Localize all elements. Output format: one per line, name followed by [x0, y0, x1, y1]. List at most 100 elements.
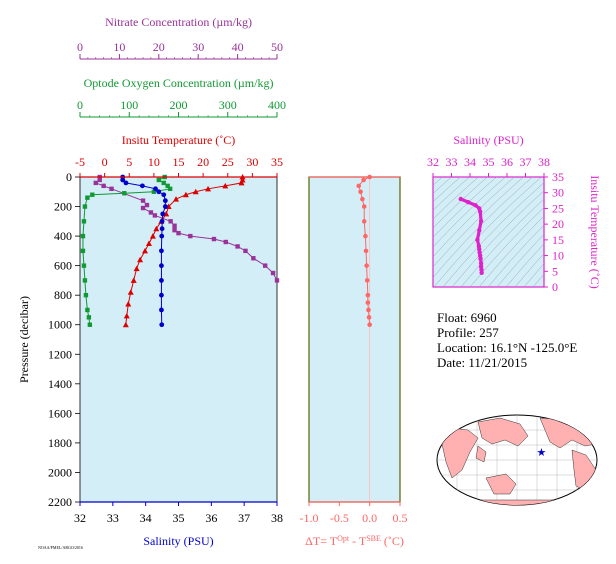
dt-point [358, 189, 363, 195]
temperature-point [145, 240, 152, 246]
ts-temperature-tick-label: 10 [552, 249, 564, 263]
temperature-point [122, 321, 129, 328]
pressure-tick-label: 2000 [48, 465, 72, 479]
dt-point [366, 307, 371, 313]
pressure-tick-label: 400 [54, 229, 72, 243]
nitrate-point [223, 239, 228, 245]
dt-point [367, 322, 372, 328]
nitrate-point [144, 202, 150, 208]
pressure-tick-label: 600 [54, 259, 72, 273]
ts-title: Salinity (PSU) [453, 133, 523, 147]
ts-contour-line [451, 190, 544, 287]
ts-contour-line [541, 284, 544, 287]
salinity-axis-label: Salinity (PSU) [143, 534, 213, 548]
ts-temperature-tick-label: 35 [552, 170, 564, 184]
ts-contour-line [460, 198, 544, 287]
oxygen-point [90, 192, 95, 197]
ts-point [465, 199, 471, 205]
dt-point [365, 300, 371, 305]
temperature-point [142, 247, 149, 254]
temperature-point [149, 233, 156, 239]
profile-plot-area [79, 176, 278, 503]
nitrate-point [97, 177, 102, 183]
oxygen-tick-label: 300 [219, 98, 237, 112]
oxygen-point [83, 292, 89, 298]
ts-point [473, 203, 478, 208]
salinity-point [162, 198, 168, 204]
dt-point [367, 174, 372, 180]
temperature-point [173, 196, 180, 202]
ts-temperature-tick-label: 15 [552, 233, 564, 247]
pressure-tick-label: 1600 [48, 406, 72, 420]
location-label: Location: 16.1°N -125.0°E [437, 340, 577, 355]
profile-axes: 0200400600800100012001400160018002000220… [17, 15, 286, 548]
ts-point [479, 270, 484, 276]
nitrate-tick-label: 10 [113, 40, 125, 54]
salinity-tick-label: 34 [140, 511, 152, 525]
temperature-line [125, 177, 244, 325]
salinity-point [159, 322, 165, 328]
ts-salinity-tick-label: 34 [464, 155, 476, 169]
salinity-point [161, 192, 167, 198]
ts-temperature-tick-label: 0 [552, 280, 558, 294]
ts-contour-line [487, 224, 544, 287]
oxygen-tick-label: 400 [268, 98, 286, 112]
ts-contour-line [433, 177, 542, 287]
nitrate-point [176, 230, 181, 236]
salinity-point [159, 278, 164, 283]
oxygen-point [80, 233, 86, 239]
salinity-point [159, 226, 165, 232]
float-id-label: Float: 6960 [437, 310, 497, 325]
dt-point [364, 278, 370, 283]
temperature-tick-label: 35 [271, 155, 283, 169]
dt-axis-label: ΔT= TOpt - TSBE (˚C) [305, 534, 404, 549]
temperature-tick-label: 15 [173, 155, 185, 169]
date-label: Date: 11/21/2015 [437, 355, 527, 370]
oxygen-tick-label: 200 [170, 98, 188, 112]
nitrate-point [262, 263, 268, 268]
salinity-tick-label: 35 [173, 511, 185, 525]
nitrate-point [172, 223, 177, 228]
nitrate-tick-label: 50 [271, 40, 283, 54]
salinity-tick-label: 33 [107, 511, 119, 525]
ts-point [478, 261, 484, 266]
oxygen-point [151, 189, 157, 194]
nitrate-point [270, 270, 276, 276]
nitrate-point [140, 198, 146, 203]
dt-point [361, 219, 367, 224]
dt-tick-label: -0.5 [330, 511, 349, 525]
temperature-point [222, 182, 229, 189]
pressure-tick-label: 0 [66, 170, 72, 184]
temperature-tick-label: 20 [197, 155, 209, 169]
oxygen-point [82, 278, 88, 283]
ts-point [478, 256, 483, 261]
temperature-point [205, 185, 212, 192]
temperature-point [133, 265, 140, 272]
ts-contour-line [478, 215, 544, 287]
dt-point [363, 248, 369, 254]
nitrate-point [148, 210, 154, 215]
pressure-tick-label: 1800 [48, 436, 72, 450]
nitrate-point [274, 278, 280, 283]
ts-point [458, 196, 463, 202]
oxygen-point [122, 191, 127, 196]
oxygen-point [165, 183, 170, 189]
nitrate-tick-label: 20 [153, 40, 165, 54]
dt-point [365, 292, 371, 298]
oxygen-point [80, 248, 86, 254]
temperature-tick-label: 5 [126, 155, 132, 169]
nitrate-tick-label: 30 [192, 40, 204, 54]
salinity-tick-label: 32 [74, 511, 86, 525]
oxygen-point [81, 263, 87, 268]
pressure-tick-label: 1400 [48, 377, 72, 391]
oxygen-point [82, 204, 88, 209]
temperature-point [137, 256, 144, 263]
salinity-point [120, 177, 126, 183]
ts-salinity-tick-label: 32 [427, 155, 439, 169]
temperature-point [123, 312, 130, 319]
salinity-point [159, 307, 164, 313]
nitrate-tick-label: 0 [77, 40, 83, 54]
temperature-tick-label: 10 [148, 155, 160, 169]
nitrate-point [101, 183, 106, 189]
salinity-point [123, 180, 129, 186]
